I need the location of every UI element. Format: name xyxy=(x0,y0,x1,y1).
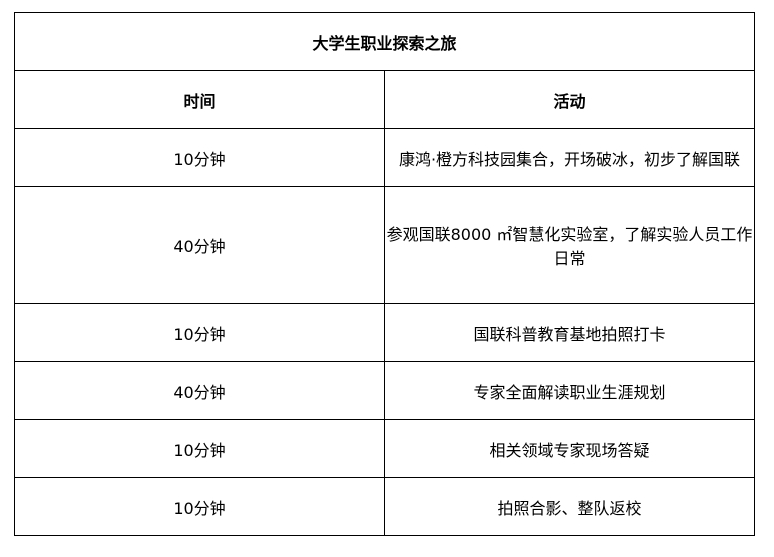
table-title: 大学生职业探索之旅 xyxy=(14,12,755,71)
time-cell: 10分钟 xyxy=(14,303,385,362)
table-row: 40分钟 参观国联8000 ㎡智慧化实验室，了解实验人员工作日常 xyxy=(14,186,755,304)
table-row: 40分钟 专家全面解读职业生涯规划 xyxy=(14,361,755,420)
header-time: 时间 xyxy=(14,70,385,129)
activity-cell: 国联科普教育基地拍照打卡 xyxy=(384,303,755,362)
time-cell: 10分钟 xyxy=(14,128,385,187)
table-row: 10分钟 康鸿·橙方科技园集合，开场破冰，初步了解国联 xyxy=(14,128,755,187)
schedule-table: 大学生职业探索之旅 时间 活动 10分钟 康鸿·橙方科技园集合，开场破冰，初步了… xyxy=(14,12,755,536)
activity-cell: 参观国联8000 ㎡智慧化实验室，了解实验人员工作日常 xyxy=(384,186,755,304)
table-row: 10分钟 国联科普教育基地拍照打卡 xyxy=(14,303,755,362)
activity-cell: 拍照合影、整队返校 xyxy=(384,477,755,536)
activity-cell: 专家全面解读职业生涯规划 xyxy=(384,361,755,420)
time-cell: 40分钟 xyxy=(14,361,385,420)
activity-cell: 康鸿·橙方科技园集合，开场破冰，初步了解国联 xyxy=(384,128,755,187)
header-activity: 活动 xyxy=(384,70,755,129)
time-cell: 40分钟 xyxy=(14,186,385,304)
time-cell: 10分钟 xyxy=(14,419,385,478)
time-cell: 10分钟 xyxy=(14,477,385,536)
table-row: 10分钟 相关领域专家现场答疑 xyxy=(14,419,755,478)
activity-cell: 相关领域专家现场答疑 xyxy=(384,419,755,478)
table-row: 10分钟 拍照合影、整队返校 xyxy=(14,477,755,536)
